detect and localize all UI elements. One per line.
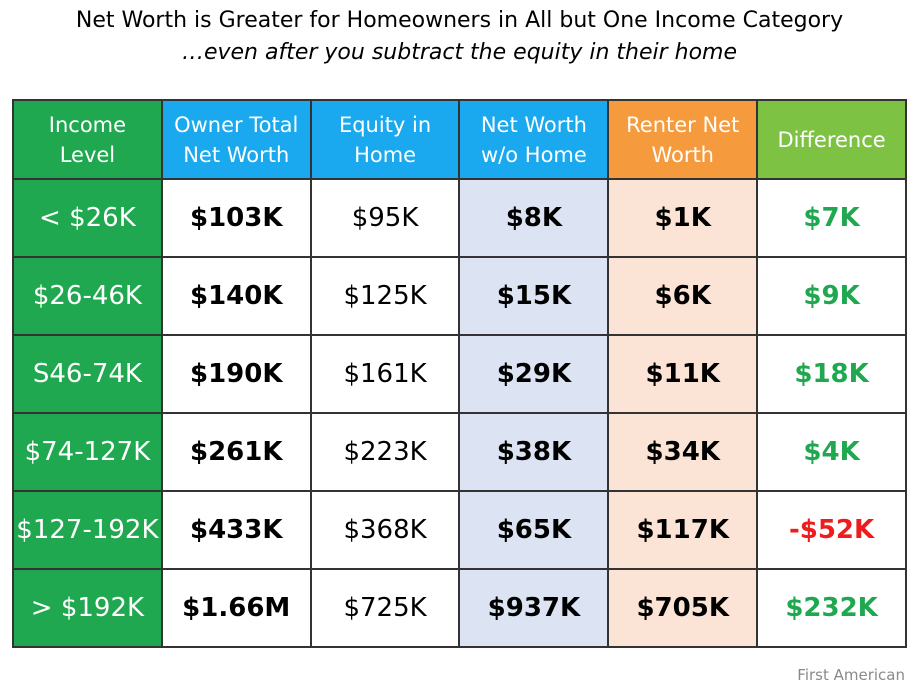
owner-total-net-worth-cell: $103K — [160, 178, 312, 258]
renter-net-worth-cell: $705K — [607, 568, 759, 648]
header-renter-net-worth: Renter Net Worth — [607, 99, 759, 180]
header-line: Income — [48, 112, 127, 137]
equity-in-home-cell: $125K — [309, 256, 461, 336]
equity-in-home-cell: $223K — [309, 412, 461, 492]
header-line: Net Worth — [183, 142, 290, 167]
header-line: Worth — [651, 142, 714, 167]
difference-cell: $4K — [756, 412, 907, 492]
income-level-cell: > $192K — [12, 568, 163, 648]
header-line: Level — [59, 142, 116, 167]
income-level-cell: $74-127K — [12, 412, 163, 492]
net-worth-without-home-cell: $29K — [458, 334, 610, 414]
renter-net-worth-cell: $11K — [607, 334, 759, 414]
owner-total-net-worth-cell: $190K — [160, 334, 312, 414]
net-worth-without-home-cell: $937K — [458, 568, 610, 648]
source-credit: First American — [797, 666, 905, 684]
owner-total-net-worth-cell: $140K — [160, 256, 312, 336]
header-line: Difference — [777, 127, 886, 152]
owner-total-net-worth-cell: $261K — [160, 412, 312, 492]
table-row: $74-127K $261K $223K $38K $34K $4K — [12, 412, 907, 492]
equity-in-home-cell: $95K — [309, 178, 461, 258]
renter-net-worth-cell: $1K — [607, 178, 759, 258]
header-line: Home — [354, 142, 417, 167]
header-line: Equity in — [338, 112, 432, 137]
income-level-cell: $26-46K — [12, 256, 163, 336]
table-row: $127-192K $433K $368K $65K $117K -$52K — [12, 490, 907, 570]
header-income-level: Income Level — [12, 99, 163, 180]
header-difference: Difference — [756, 99, 907, 180]
equity-in-home-cell: $368K — [309, 490, 461, 570]
difference-cell: $232K — [756, 568, 907, 648]
chart-subtitle: …even after you subtract the equity in t… — [181, 40, 738, 65]
header-net-worth-without-home: Net Worth w/o Home — [458, 99, 610, 180]
header-line: w/o Home — [481, 142, 587, 167]
difference-cell: $18K — [756, 334, 907, 414]
net-worth-table: Income Level Owner Total Net Worth Equit… — [12, 99, 907, 648]
net-worth-without-home-cell: $65K — [458, 490, 610, 570]
table-row: > $192K $1.66M $725K $937K $705K $232K — [12, 568, 907, 648]
header-owner-total-net-worth: Owner Total Net Worth — [160, 99, 312, 180]
difference-cell: $7K — [756, 178, 907, 258]
net-worth-without-home-cell: $15K — [458, 256, 610, 336]
table-body: < $26K $103K $95K $8K $1K $7K $26-46K $140K $125… — [12, 178, 907, 648]
equity-in-home-cell: $161K — [309, 334, 461, 414]
header-line: Owner Total — [174, 112, 299, 137]
income-level-cell: < $26K — [12, 178, 163, 258]
equity-in-home-cell: $725K — [309, 568, 461, 648]
table-row: < $26K $103K $95K $8K $1K $7K — [12, 178, 907, 258]
table-header-row: Income Level Owner Total Net Worth Equit… — [12, 99, 907, 180]
chart-title: Net Worth is Greater for Homeowners in A… — [75, 8, 844, 33]
header-equity-in-home: Equity in Home — [309, 99, 461, 180]
net-worth-without-home-cell: $8K — [458, 178, 610, 258]
income-level-cell: $127-192K — [12, 490, 163, 570]
owner-total-net-worth-cell: $1.66M — [160, 568, 312, 648]
renter-net-worth-cell: $117K — [607, 490, 759, 570]
header-line: Renter Net — [626, 112, 740, 137]
income-level-cell: S46-74K — [12, 334, 163, 414]
net-worth-without-home-cell: $38K — [458, 412, 610, 492]
difference-cell: $9K — [756, 256, 907, 336]
header-line: Net Worth — [480, 112, 587, 137]
difference-cell: -$52K — [756, 490, 907, 570]
table-row: $26-46K $140K $125K $15K $6K $9K — [12, 256, 907, 336]
renter-net-worth-cell: $34K — [607, 412, 759, 492]
table-row: S46-74K $190K $161K $29K $11K $18K — [12, 334, 907, 414]
owner-total-net-worth-cell: $433K — [160, 490, 312, 570]
renter-net-worth-cell: $6K — [607, 256, 759, 336]
